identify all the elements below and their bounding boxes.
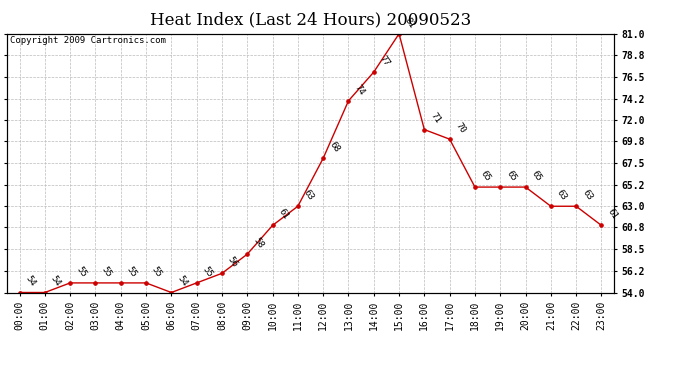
Text: 81: 81 [403, 16, 417, 30]
Text: 77: 77 [378, 54, 391, 68]
Text: 55: 55 [125, 265, 139, 279]
Text: 56: 56 [226, 255, 239, 269]
Text: 71: 71 [428, 111, 442, 125]
Text: 63: 63 [302, 188, 315, 202]
Text: 54: 54 [175, 274, 189, 288]
Text: 65: 65 [504, 169, 518, 183]
Text: Copyright 2009 Cartronics.com: Copyright 2009 Cartronics.com [10, 36, 166, 45]
Text: 70: 70 [454, 121, 467, 135]
Text: 54: 54 [23, 274, 37, 288]
Text: 55: 55 [75, 265, 88, 279]
Text: 54: 54 [49, 274, 63, 288]
Text: 65: 65 [479, 169, 493, 183]
Text: 61: 61 [277, 207, 290, 221]
Text: 68: 68 [327, 140, 341, 154]
Text: 58: 58 [251, 236, 265, 250]
Text: 63: 63 [555, 188, 569, 202]
Text: 74: 74 [353, 83, 366, 97]
Text: 55: 55 [150, 265, 164, 279]
Text: 55: 55 [99, 265, 113, 279]
Text: 63: 63 [580, 188, 594, 202]
Text: 65: 65 [530, 169, 543, 183]
Text: Heat Index (Last 24 Hours) 20090523: Heat Index (Last 24 Hours) 20090523 [150, 11, 471, 28]
Text: 61: 61 [606, 207, 619, 221]
Text: 55: 55 [201, 265, 215, 279]
